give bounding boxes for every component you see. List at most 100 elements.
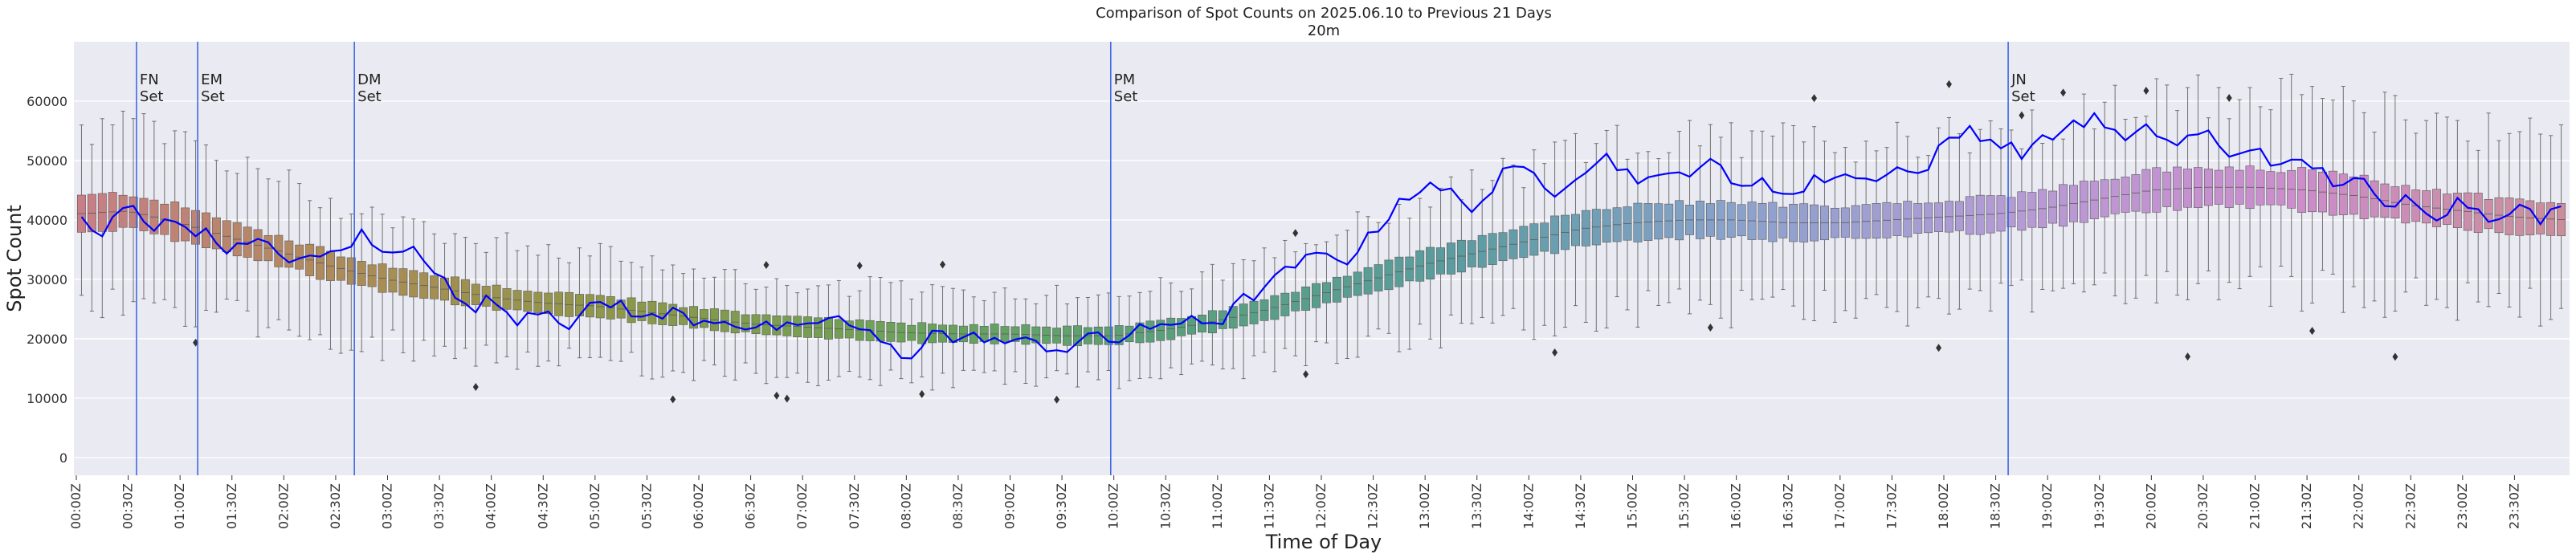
outlier [2392, 352, 2398, 361]
x-tick-label: 17:00Z [1832, 483, 1847, 529]
x-tick-label: 00:30Z [120, 483, 136, 529]
x-tick-label: 11:00Z [1210, 483, 1225, 529]
x-tick-label: 21:30Z [2299, 483, 2314, 529]
outlier [2226, 94, 2232, 103]
outlier [856, 261, 863, 270]
outlier [2143, 86, 2149, 95]
chart-title: Comparison of Spot Counts on 2025.06.10 … [1096, 5, 1552, 22]
outlier [1811, 94, 1818, 103]
event-label-sub: Set [1114, 88, 1138, 105]
outlier [919, 389, 925, 398]
x-tick-label: 14:00Z [1521, 483, 1536, 529]
x-tick-label: 10:00Z [1106, 483, 1121, 529]
event-label: JN [2011, 71, 2027, 88]
x-tick-label: 01:30Z [224, 483, 239, 529]
y-tick-label: 50000 [27, 153, 67, 169]
x-tick-label: 18:30Z [1988, 483, 2003, 529]
outlier [784, 394, 790, 403]
x-tick-label: 00:00Z [68, 483, 84, 529]
outlier [940, 260, 946, 269]
x-tick-label: 12:30Z [1366, 483, 1381, 529]
outlier [1707, 324, 1713, 332]
x-tick-label: 06:00Z [691, 483, 706, 529]
x-tick-label: 09:30Z [1054, 483, 1069, 529]
x-tick-label: 01:00Z [172, 483, 187, 529]
outlier [774, 391, 780, 400]
x-tick-label: 13:30Z [1469, 483, 1484, 529]
event-label-sub: Set [357, 88, 382, 105]
x-tick-label: 03:00Z [380, 483, 395, 529]
chart-subtitle: 20m [1308, 22, 1340, 39]
outlier [472, 383, 479, 392]
x-tick-label: 19:30Z [2092, 483, 2107, 529]
x-tick-label: 20:30Z [2195, 483, 2211, 529]
y-tick-label: 0 [59, 450, 67, 466]
x-tick-label: 07:30Z [847, 483, 862, 529]
x-tick-label: 17:30Z [1884, 483, 1899, 529]
outlier [763, 260, 770, 269]
x-tick-label: 22:00Z [2351, 483, 2366, 529]
x-axis-ticks: 00:00Z 00:30Z 01:00Z 01:30Z 02:00Z 02:30Z 03:0… [68, 475, 2521, 529]
event-label-sub: Set [201, 88, 225, 105]
y-axis-label: Spot Count [3, 205, 26, 312]
outlier [2019, 111, 2025, 120]
x-tick-label: 09:00Z [1002, 483, 1018, 529]
x-tick-label: 05:00Z [587, 483, 602, 529]
outlier [1303, 370, 1309, 379]
outlier [2060, 88, 2067, 97]
plot-area [74, 42, 2570, 475]
outlier [1945, 79, 1952, 88]
outlier [193, 338, 199, 347]
today-series [80, 112, 2562, 360]
x-tick-label: 13:00Z [1417, 483, 1432, 529]
x-tick-label: 15:00Z [1625, 483, 1640, 529]
x-tick-label: 23:00Z [2455, 483, 2470, 529]
x-tick-label: 04:30Z [535, 483, 550, 529]
x-axis-label: Time of Day [1265, 531, 1382, 553]
x-tick-label: 03:30Z [431, 483, 447, 529]
x-tick-label: 11:30Z [1261, 483, 1276, 529]
box-plots [76, 73, 2566, 404]
x-tick-label: 20:00Z [2143, 483, 2158, 529]
x-tick-label: 14:30Z [1573, 483, 1588, 529]
outlier [670, 395, 676, 404]
x-tick-label: 16:30Z [1780, 483, 1795, 529]
event-label: DM [357, 71, 381, 88]
x-tick-label: 22:30Z [2402, 483, 2418, 529]
y-tick-label: 60000 [27, 94, 67, 109]
y-axis-ticks: 0 10000 20000 30000 40000 50000 60000 [27, 94, 67, 466]
outlier [1292, 229, 1299, 238]
y-tick-label: 40000 [27, 213, 67, 228]
x-tick-label: 08:30Z [950, 483, 965, 529]
outlier [2185, 352, 2191, 361]
outlier [1552, 348, 1558, 357]
grid-lines [74, 100, 2570, 458]
x-tick-label: 12:00Z [1313, 483, 1329, 529]
y-tick-label: 30000 [27, 272, 67, 287]
x-tick-label: 19:00Z [2039, 483, 2055, 529]
x-tick-label: 04:00Z [484, 483, 499, 529]
today-line [80, 112, 2562, 360]
outlier [1936, 344, 1942, 352]
event-label-sub: Set [2011, 88, 2035, 105]
y-tick-label: 20000 [27, 332, 67, 347]
x-tick-label: 23:30Z [2506, 483, 2521, 529]
x-tick-label: 02:30Z [328, 483, 343, 529]
y-tick-label: 10000 [27, 391, 67, 406]
x-tick-label: 08:00Z [898, 483, 913, 529]
x-tick-label: 18:00Z [1936, 483, 1951, 529]
outlier [1054, 395, 1060, 404]
event-label-sub: Set [140, 88, 164, 105]
x-tick-label: 10:30Z [1157, 483, 1173, 529]
event-label: EM [201, 71, 222, 88]
x-tick-label: 06:30Z [743, 483, 758, 529]
outlier [2309, 327, 2316, 336]
x-tick-label: 05:30Z [639, 483, 654, 529]
event-label: PM [1114, 71, 1135, 88]
event-label: FN [140, 71, 159, 88]
x-tick-label: 21:00Z [2247, 483, 2263, 529]
x-tick-label: 07:00Z [794, 483, 810, 529]
x-tick-label: 16:00Z [1729, 483, 1744, 529]
